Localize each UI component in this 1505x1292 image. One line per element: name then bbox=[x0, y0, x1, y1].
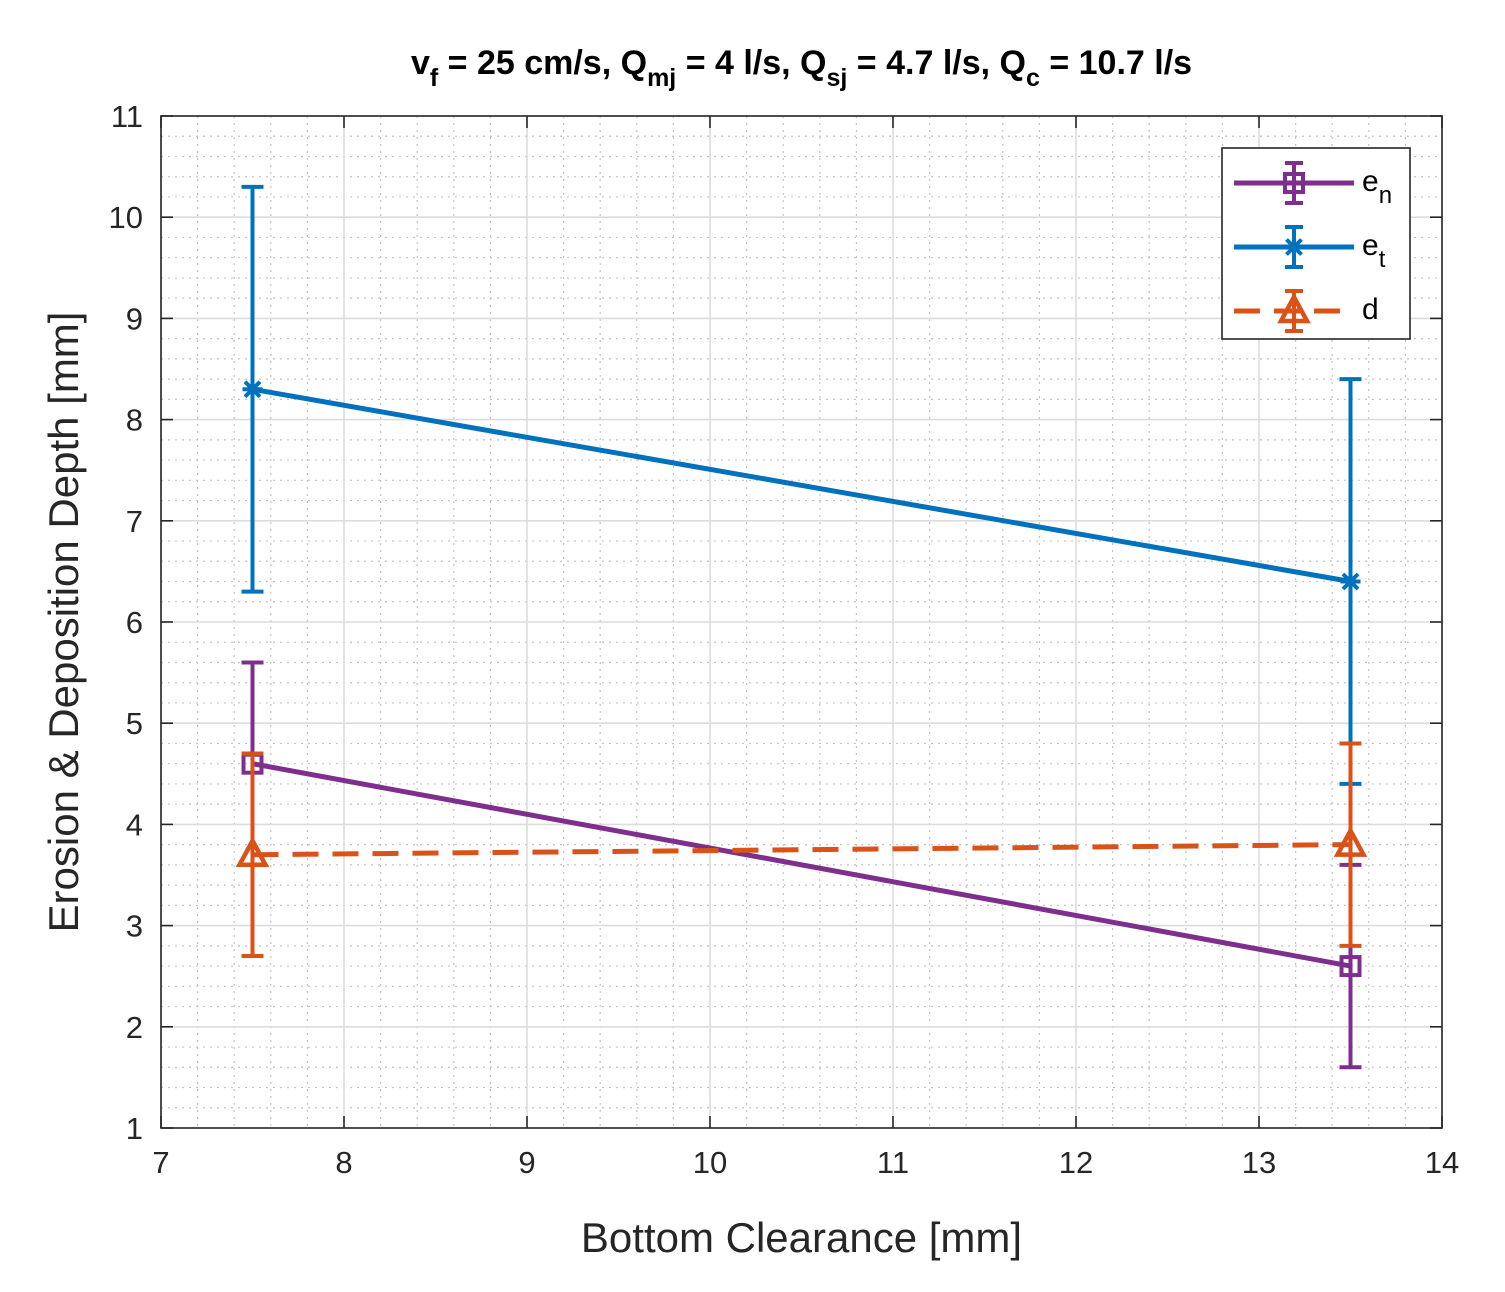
data-point-en bbox=[1339, 955, 1362, 978]
legend-marker-shape bbox=[1277, 292, 1311, 324]
title-text-part: = 10.7 l/s bbox=[1040, 44, 1192, 82]
title-text-part: = 25 cm/s, Q bbox=[438, 44, 647, 82]
title-text-part: = 4.7 l/s, Q bbox=[847, 44, 1026, 82]
legend-marker-stroke bbox=[1285, 238, 1303, 256]
data-point-et bbox=[1340, 571, 1361, 592]
y-axis-label: Erosion & Deposition Depth [mm] bbox=[40, 312, 87, 933]
y-tick-label: 4 bbox=[126, 807, 143, 842]
legend-entry-et: et bbox=[1234, 225, 1386, 273]
legend-label: d bbox=[1362, 293, 1379, 326]
title-subscript: sj bbox=[827, 64, 848, 92]
legend-label-main: e bbox=[1362, 229, 1379, 262]
title-subscript: mj bbox=[647, 64, 676, 92]
title-subscript: c bbox=[1026, 64, 1040, 92]
x-tick-label: 13 bbox=[1242, 1145, 1276, 1180]
legend-marker-shape bbox=[1283, 172, 1305, 194]
legend-entry-en: en bbox=[1234, 161, 1392, 209]
legend-marker bbox=[1284, 237, 1304, 257]
series-line-en bbox=[252, 761, 1351, 969]
data-point-d-shape bbox=[1333, 825, 1368, 857]
x-tick-label: 7 bbox=[152, 1145, 169, 1180]
y-tick-label: 5 bbox=[126, 706, 143, 741]
y-tick-label: 8 bbox=[126, 403, 143, 438]
x-tick-label: 10 bbox=[693, 1145, 727, 1180]
data-point-et-stroke bbox=[243, 380, 262, 399]
y-tick-label: 9 bbox=[126, 301, 143, 336]
legend-label: et bbox=[1362, 229, 1386, 273]
x-tick-label: 12 bbox=[1059, 1145, 1093, 1180]
legend-label: en bbox=[1362, 165, 1392, 209]
x-tick-label: 9 bbox=[518, 1145, 535, 1180]
legend-label-subscript: t bbox=[1379, 246, 1386, 273]
y-tick-label: 11 bbox=[111, 99, 143, 134]
series-line-et bbox=[252, 386, 1351, 584]
y-tick-label: 7 bbox=[126, 504, 143, 539]
series-d bbox=[235, 741, 1368, 958]
y-tick-label: 6 bbox=[126, 605, 143, 640]
legend-label-main: e bbox=[1362, 165, 1379, 198]
y-tick-label: 10 bbox=[109, 200, 143, 235]
legend-entry-d: d bbox=[1234, 289, 1379, 333]
legend-label-main: d bbox=[1362, 293, 1379, 326]
legend-label-subscript: n bbox=[1379, 182, 1392, 209]
data-point-en-shape bbox=[1339, 955, 1362, 978]
series-line-d bbox=[252, 842, 1351, 858]
chart-title: vf​ = 25 cm/s, Qmj​ = 4 l/s, Qsj​ = 4.7 … bbox=[411, 44, 1192, 92]
series-et bbox=[241, 184, 1362, 786]
data-point-d-shape bbox=[235, 836, 270, 868]
y-tick-label: 2 bbox=[126, 1010, 143, 1045]
title-text-part: v bbox=[411, 44, 430, 82]
y-tick-label: 1 bbox=[126, 1111, 143, 1146]
legend-marker bbox=[1277, 292, 1311, 324]
series-layer bbox=[235, 184, 1368, 1070]
data-point-et bbox=[242, 379, 263, 400]
y-tick-label: 3 bbox=[126, 909, 143, 944]
data-point-d bbox=[1333, 825, 1368, 857]
x-tick-label: 11 bbox=[877, 1145, 909, 1180]
title-subscript: f bbox=[430, 64, 439, 92]
data-point-et-stroke bbox=[1341, 572, 1360, 591]
legend-box bbox=[1221, 147, 1411, 340]
legend-marker bbox=[1283, 172, 1305, 194]
x-tick-label: 14 bbox=[1425, 1145, 1459, 1180]
x-axis-label: Bottom Clearance [mm] bbox=[581, 1214, 1022, 1261]
x-tick-label: 8 bbox=[335, 1145, 352, 1180]
data-point-d bbox=[235, 836, 270, 868]
title-text-part: = 4 l/s, Q bbox=[676, 44, 826, 82]
